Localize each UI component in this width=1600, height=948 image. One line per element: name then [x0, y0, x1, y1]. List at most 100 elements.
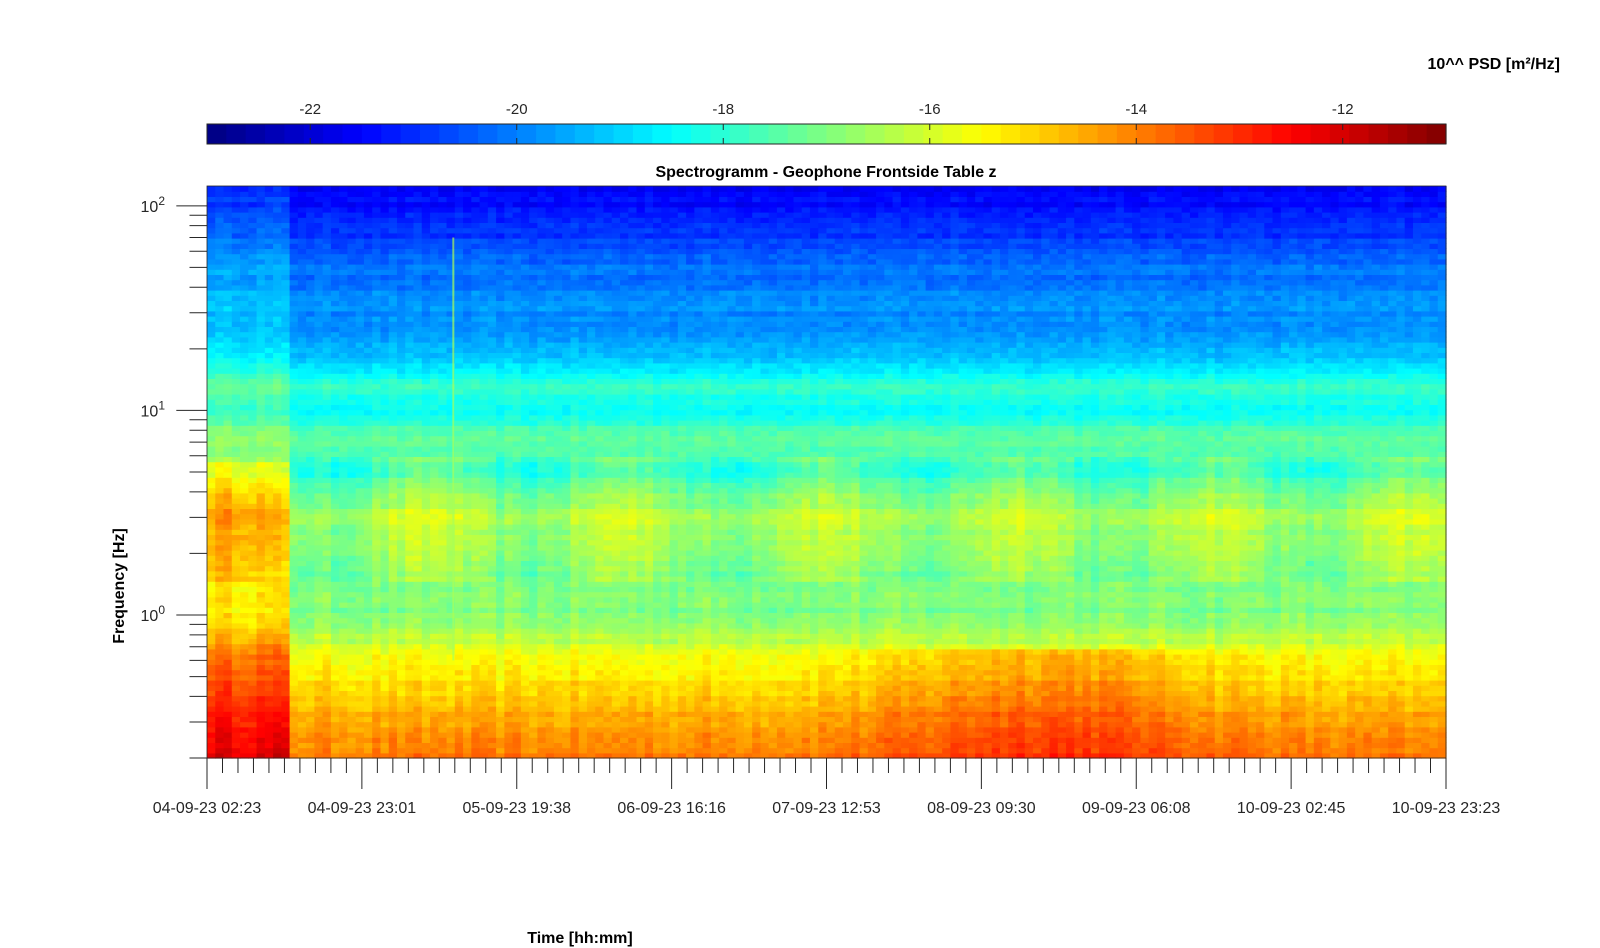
heatmap-cell	[1421, 675, 1430, 681]
heatmap-cell	[347, 638, 356, 644]
heatmap-cell	[645, 659, 654, 665]
heatmap-cell	[603, 711, 612, 717]
heatmap-cell	[860, 701, 869, 707]
heatmap-cell	[1347, 696, 1356, 702]
heatmap-cell	[1025, 722, 1034, 728]
heatmap-cell	[240, 701, 249, 707]
heatmap-cell	[1116, 690, 1125, 696]
heatmap-cell	[1256, 618, 1265, 624]
heatmap-cell	[1091, 633, 1100, 639]
heatmap-cell	[603, 644, 612, 650]
heatmap-cell	[1050, 649, 1059, 655]
heatmap-cell	[447, 711, 456, 717]
heatmap-cell	[884, 586, 893, 592]
heatmap-cell	[967, 654, 976, 660]
heatmap-cell	[835, 742, 844, 748]
heatmap-cell	[405, 592, 414, 598]
heatmap-cell	[397, 685, 406, 691]
heatmap-cell	[802, 742, 811, 748]
heatmap-cell	[570, 612, 579, 618]
heatmap-cell	[1306, 706, 1315, 712]
heatmap-cell	[1363, 727, 1372, 733]
heatmap-cell	[537, 649, 546, 655]
heatmap-cell	[1330, 623, 1339, 629]
heatmap-cell	[554, 612, 563, 618]
heatmap-cell	[570, 602, 579, 608]
heatmap-cell	[546, 722, 555, 728]
heatmap-cell	[248, 602, 257, 608]
heatmap-cell	[843, 680, 852, 686]
heatmap-cell	[240, 654, 249, 660]
heatmap-cell	[232, 696, 241, 702]
heatmap-cell	[430, 727, 439, 733]
heatmap-cell	[1347, 716, 1356, 722]
heatmap-cell	[347, 685, 356, 691]
heatmap-cell	[736, 680, 745, 686]
heatmap-cell	[1132, 732, 1141, 738]
heatmap-cell	[339, 628, 348, 634]
heatmap-cell	[1215, 706, 1224, 712]
heatmap-cell	[380, 664, 389, 670]
heatmap-cell	[810, 623, 819, 629]
heatmap-cell	[645, 685, 654, 691]
heatmap-cell	[843, 716, 852, 722]
heatmap-cell	[975, 675, 984, 681]
heatmap-cell	[290, 618, 299, 624]
heatmap-cell	[546, 607, 555, 613]
heatmap-cell	[1421, 696, 1430, 702]
heatmap-cell	[215, 592, 224, 598]
heatmap-cell	[1198, 680, 1207, 686]
colorbar-cell	[517, 124, 537, 144]
heatmap-cell	[1083, 592, 1092, 598]
heatmap-cell	[637, 711, 646, 717]
heatmap-cell	[405, 638, 414, 644]
heatmap-cell	[347, 722, 356, 728]
heatmap-cell	[1033, 727, 1042, 733]
heatmap-cell	[727, 618, 736, 624]
heatmap-cell	[1223, 690, 1232, 696]
heatmap-cell	[265, 685, 274, 691]
heatmap-cell	[422, 722, 431, 728]
heatmap-cell	[1223, 612, 1232, 618]
heatmap-cell	[1273, 664, 1282, 670]
heatmap-cell	[455, 748, 464, 754]
heatmap-cell	[1248, 649, 1257, 655]
heatmap-cell	[521, 748, 530, 754]
heatmap-cell	[1165, 592, 1174, 598]
heatmap-cell	[909, 701, 918, 707]
heatmap-cell	[1264, 680, 1273, 686]
heatmap-cell	[587, 711, 596, 717]
heatmap-cell	[835, 659, 844, 665]
heatmap-cell	[711, 644, 720, 650]
heatmap-cell	[1173, 649, 1182, 655]
heatmap-cell	[1273, 716, 1282, 722]
heatmap-cell	[1050, 638, 1059, 644]
heatmap-cell	[678, 680, 687, 686]
heatmap-cell	[736, 623, 745, 629]
heatmap-cell	[711, 638, 720, 644]
heatmap-cell	[901, 612, 910, 618]
heatmap-cell	[347, 670, 356, 676]
heatmap-cell	[1008, 711, 1017, 717]
heatmap-cell	[232, 732, 241, 738]
heatmap-cell	[1339, 742, 1348, 748]
heatmap-cell	[290, 680, 299, 686]
heatmap-cell	[496, 670, 505, 676]
heatmap-cell	[1405, 680, 1414, 686]
heatmap-cell	[273, 742, 282, 748]
heatmap-cell	[736, 644, 745, 650]
heatmap-cell	[265, 602, 274, 608]
heatmap-cell	[240, 706, 249, 712]
heatmap-cell	[422, 732, 431, 738]
heatmap-cell	[1289, 649, 1298, 655]
heatmap-cell	[868, 670, 877, 676]
heatmap-cell	[893, 586, 902, 592]
colorbar-tick-label: -22	[299, 101, 321, 118]
heatmap-cell	[843, 633, 852, 639]
heatmap-cell	[1124, 675, 1133, 681]
heatmap-cell	[1165, 690, 1174, 696]
heatmap-cell	[380, 701, 389, 707]
heatmap-cell	[364, 685, 373, 691]
colorbar-cell	[1136, 124, 1156, 144]
heatmap-cell	[603, 727, 612, 733]
